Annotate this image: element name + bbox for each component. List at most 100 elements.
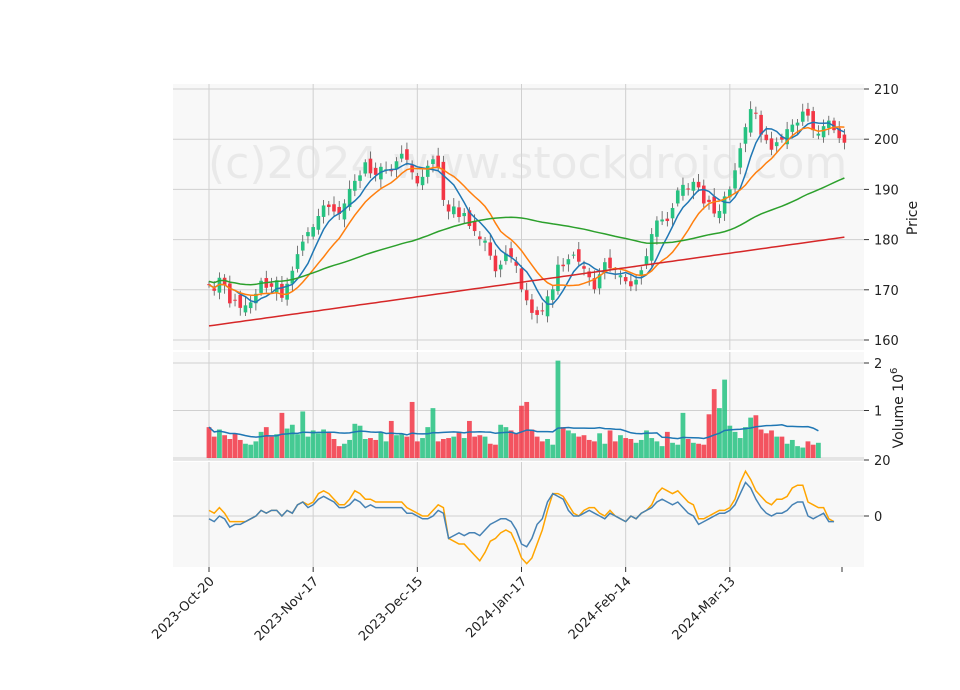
volume-bar <box>732 431 738 458</box>
volume-bar <box>357 425 363 458</box>
candle-body <box>514 261 519 266</box>
candle-body <box>550 289 555 300</box>
candle-body <box>233 299 237 301</box>
candle-body <box>326 204 331 207</box>
volume-bar <box>597 433 603 458</box>
candle-body <box>436 155 440 168</box>
volume-bar <box>758 429 764 458</box>
volume-bar <box>347 439 353 458</box>
volume-bar <box>659 446 665 458</box>
candle-body <box>717 210 722 219</box>
candle-body <box>363 162 368 174</box>
volume-bar <box>690 442 696 458</box>
volume-bar <box>633 442 639 458</box>
candle-body <box>774 142 779 147</box>
volume-bar <box>644 430 649 458</box>
candle-body <box>686 188 690 190</box>
candle-body <box>493 255 498 272</box>
volume-bar <box>784 443 790 458</box>
candle-body <box>405 149 409 160</box>
candle-body <box>592 278 597 290</box>
candle-body <box>373 167 378 175</box>
volume-bar <box>607 430 613 458</box>
volume-bar <box>664 431 670 458</box>
volume-bar <box>565 430 571 458</box>
candle-body <box>743 127 748 144</box>
candle-body <box>618 275 623 278</box>
candle-body <box>712 196 717 214</box>
volume-bar <box>779 436 785 458</box>
volume-bar <box>602 443 608 458</box>
candle-body <box>306 232 310 237</box>
volume-bar <box>232 433 238 458</box>
volume-bar <box>737 438 743 458</box>
candle-body <box>467 210 472 227</box>
candle-body <box>337 206 342 214</box>
volume-bar <box>310 430 316 458</box>
volume-bar <box>289 424 295 458</box>
oscillator-tick-label: 20 <box>874 454 891 469</box>
candle-body <box>347 188 352 208</box>
volume-bar <box>388 420 394 458</box>
candle-body <box>660 219 664 222</box>
volume-bar <box>435 441 441 458</box>
candle-body <box>623 277 628 282</box>
candle-body <box>415 175 420 184</box>
candle-body <box>394 161 399 170</box>
candle-body <box>764 134 769 141</box>
candle-body <box>243 305 248 313</box>
candle-body <box>842 134 847 143</box>
candle-body <box>212 288 217 291</box>
volume-bar <box>451 436 457 458</box>
candle-body <box>311 227 315 237</box>
candle-body <box>649 234 654 261</box>
volume-bar <box>487 443 493 458</box>
volume-bar <box>243 443 248 458</box>
candle-body <box>274 280 279 293</box>
volume-bar <box>331 439 337 458</box>
volume-bar <box>446 438 451 458</box>
volume-bar <box>623 438 629 458</box>
volume-bar <box>696 443 701 458</box>
candle-body <box>207 284 211 286</box>
volume-bar <box>670 442 675 458</box>
volume-bar <box>295 434 300 458</box>
volume-bar <box>305 436 311 458</box>
volume-bar <box>456 431 462 458</box>
volume-bar <box>222 435 228 458</box>
candle-body <box>269 283 274 287</box>
candle-body <box>576 249 581 262</box>
candle-body <box>431 159 435 164</box>
candle-body <box>358 175 362 181</box>
candle-body <box>806 108 810 116</box>
candle-body <box>524 290 529 301</box>
volume-bar <box>711 389 717 458</box>
candle-body <box>478 236 482 240</box>
candle-body <box>425 165 430 177</box>
candle-body <box>399 153 404 159</box>
volume-bar <box>789 439 795 458</box>
x-tick-label: 2023-Dec-15 <box>356 574 426 644</box>
candle-body <box>681 184 685 196</box>
volume-bar <box>628 439 634 458</box>
volume-bar <box>576 436 582 458</box>
oscillator-line-b <box>208 469 835 565</box>
candle-body <box>540 310 545 312</box>
x-tick-label: 2023-Nov-17 <box>252 574 322 644</box>
volume-bar <box>612 441 618 458</box>
volume-bar <box>727 425 733 458</box>
volume-bar <box>315 433 321 458</box>
volume-bar <box>362 439 368 458</box>
volume-bar <box>477 435 483 458</box>
volume-bar <box>800 447 806 458</box>
volume-bar <box>534 436 540 458</box>
volume-bar <box>269 436 274 458</box>
volume-bar <box>404 436 410 458</box>
candle-body <box>629 281 633 287</box>
candle-body <box>457 207 461 218</box>
candle-body <box>837 128 842 139</box>
watermark: (c)2024 www.stockdroid.com <box>208 138 847 189</box>
volume-bar <box>237 439 243 458</box>
volume-bar <box>680 412 686 458</box>
volume-bar <box>284 428 290 458</box>
